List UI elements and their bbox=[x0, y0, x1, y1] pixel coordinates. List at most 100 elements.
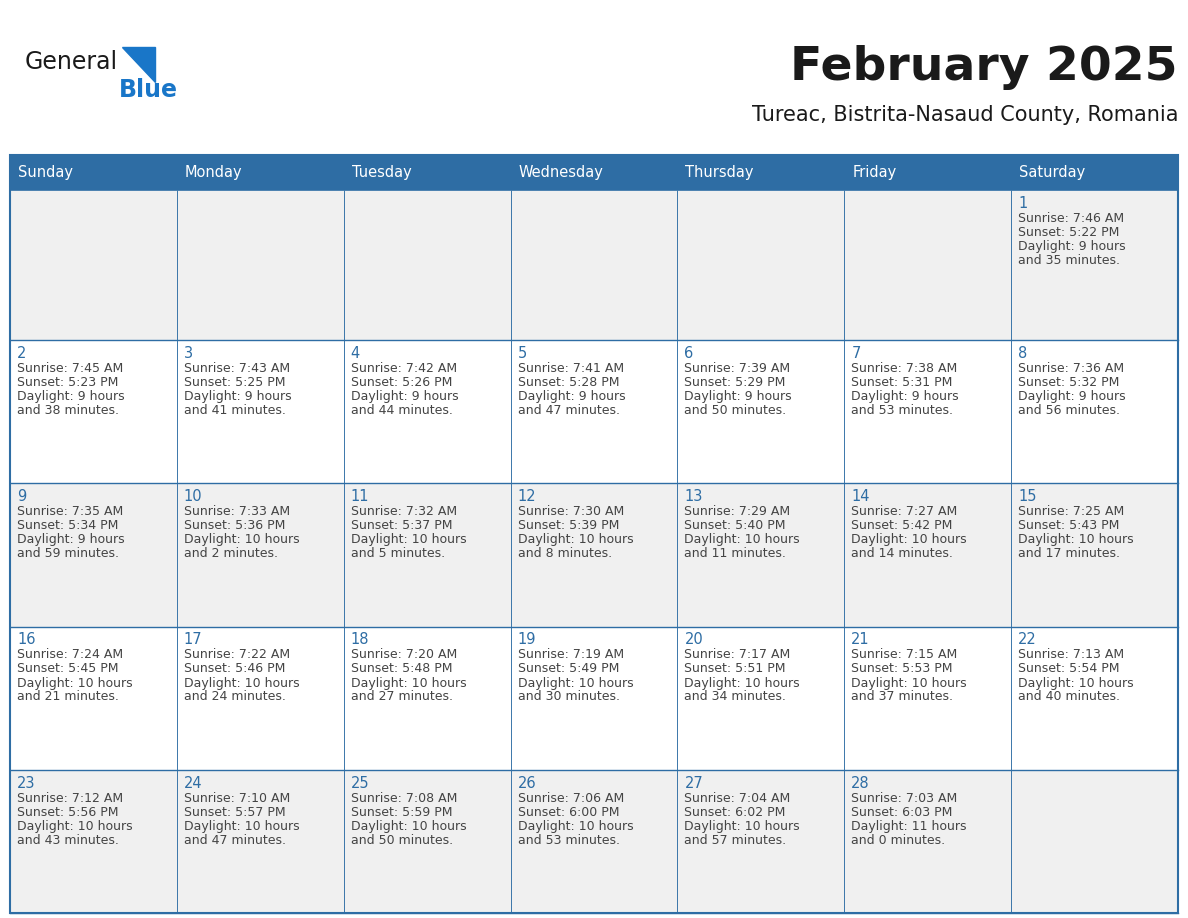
Text: Sunset: 5:23 PM: Sunset: 5:23 PM bbox=[17, 376, 119, 389]
Text: Daylight: 10 hours: Daylight: 10 hours bbox=[1018, 533, 1133, 546]
Text: and 41 minutes.: and 41 minutes. bbox=[184, 404, 286, 417]
Text: 24: 24 bbox=[184, 776, 202, 790]
Bar bbox=[1011, 340, 1178, 483]
Text: and 37 minutes.: and 37 minutes. bbox=[852, 690, 953, 703]
Text: Sunset: 5:36 PM: Sunset: 5:36 PM bbox=[184, 520, 285, 532]
Text: Daylight: 10 hours: Daylight: 10 hours bbox=[518, 677, 633, 689]
Text: Sunrise: 7:36 AM: Sunrise: 7:36 AM bbox=[1018, 362, 1124, 375]
Text: 10: 10 bbox=[184, 489, 202, 504]
Text: Tureac, Bistrita-Nasaud County, Romania: Tureac, Bistrita-Nasaud County, Romania bbox=[752, 105, 1178, 125]
Bar bbox=[677, 483, 845, 626]
Text: 19: 19 bbox=[518, 633, 536, 647]
Text: Daylight: 10 hours: Daylight: 10 hours bbox=[852, 533, 967, 546]
Bar bbox=[343, 770, 511, 913]
Text: Daylight: 10 hours: Daylight: 10 hours bbox=[518, 820, 633, 833]
Text: Daylight: 10 hours: Daylight: 10 hours bbox=[684, 533, 800, 546]
Text: Daylight: 9 hours: Daylight: 9 hours bbox=[350, 390, 459, 403]
Text: and 44 minutes.: and 44 minutes. bbox=[350, 404, 453, 417]
Text: 26: 26 bbox=[518, 776, 536, 790]
Text: 11: 11 bbox=[350, 489, 369, 504]
Text: Sunset: 5:29 PM: Sunset: 5:29 PM bbox=[684, 376, 785, 389]
Text: Sunrise: 7:27 AM: Sunrise: 7:27 AM bbox=[852, 505, 958, 519]
Bar bbox=[10, 340, 177, 483]
Bar bbox=[677, 770, 845, 913]
Text: Sunrise: 7:29 AM: Sunrise: 7:29 AM bbox=[684, 505, 790, 519]
Text: and 40 minutes.: and 40 minutes. bbox=[1018, 690, 1120, 703]
Bar bbox=[177, 626, 343, 770]
Text: Daylight: 9 hours: Daylight: 9 hours bbox=[184, 390, 291, 403]
Bar bbox=[10, 155, 177, 190]
Text: Saturday: Saturday bbox=[1019, 165, 1086, 180]
Text: and 17 minutes.: and 17 minutes. bbox=[1018, 547, 1120, 560]
Bar bbox=[10, 155, 1178, 913]
Text: and 27 minutes.: and 27 minutes. bbox=[350, 690, 453, 703]
Text: and 56 minutes.: and 56 minutes. bbox=[1018, 404, 1120, 417]
Text: Sunrise: 7:30 AM: Sunrise: 7:30 AM bbox=[518, 505, 624, 519]
Text: Monday: Monday bbox=[185, 165, 242, 180]
Bar bbox=[677, 190, 845, 340]
Text: Sunset: 5:28 PM: Sunset: 5:28 PM bbox=[518, 376, 619, 389]
Bar bbox=[845, 155, 1011, 190]
Text: Sunset: 5:54 PM: Sunset: 5:54 PM bbox=[1018, 663, 1119, 676]
Bar bbox=[845, 483, 1011, 626]
Bar bbox=[177, 770, 343, 913]
Text: Friday: Friday bbox=[852, 165, 897, 180]
Bar bbox=[343, 340, 511, 483]
Text: Daylight: 9 hours: Daylight: 9 hours bbox=[1018, 390, 1126, 403]
Bar bbox=[177, 340, 343, 483]
Text: 13: 13 bbox=[684, 489, 703, 504]
Text: 15: 15 bbox=[1018, 489, 1037, 504]
Text: Sunrise: 7:13 AM: Sunrise: 7:13 AM bbox=[1018, 648, 1124, 662]
Text: Daylight: 10 hours: Daylight: 10 hours bbox=[1018, 677, 1133, 689]
Text: Sunset: 5:34 PM: Sunset: 5:34 PM bbox=[17, 520, 119, 532]
Text: 7: 7 bbox=[852, 346, 860, 361]
Text: 23: 23 bbox=[17, 776, 36, 790]
Text: Sunset: 5:25 PM: Sunset: 5:25 PM bbox=[184, 376, 285, 389]
Text: Sunrise: 7:41 AM: Sunrise: 7:41 AM bbox=[518, 362, 624, 375]
Text: 20: 20 bbox=[684, 633, 703, 647]
Text: and 35 minutes.: and 35 minutes. bbox=[1018, 254, 1120, 267]
Text: Sunset: 6:03 PM: Sunset: 6:03 PM bbox=[852, 806, 953, 819]
Text: Daylight: 9 hours: Daylight: 9 hours bbox=[1018, 240, 1126, 253]
Text: Daylight: 10 hours: Daylight: 10 hours bbox=[184, 533, 299, 546]
Bar bbox=[1011, 190, 1178, 340]
Text: Sunset: 5:48 PM: Sunset: 5:48 PM bbox=[350, 663, 453, 676]
Text: Sunset: 5:43 PM: Sunset: 5:43 PM bbox=[1018, 520, 1119, 532]
Text: Daylight: 10 hours: Daylight: 10 hours bbox=[17, 820, 133, 833]
Bar bbox=[511, 770, 677, 913]
Text: 1: 1 bbox=[1018, 196, 1028, 211]
Text: Tuesday: Tuesday bbox=[352, 165, 411, 180]
Bar bbox=[10, 626, 177, 770]
Text: 18: 18 bbox=[350, 633, 369, 647]
Text: Daylight: 10 hours: Daylight: 10 hours bbox=[684, 677, 800, 689]
Text: and 34 minutes.: and 34 minutes. bbox=[684, 690, 786, 703]
Text: Blue: Blue bbox=[119, 78, 177, 102]
Bar bbox=[10, 190, 177, 340]
Text: Sunset: 5:40 PM: Sunset: 5:40 PM bbox=[684, 520, 786, 532]
Text: Daylight: 9 hours: Daylight: 9 hours bbox=[17, 533, 125, 546]
Text: Sunset: 5:57 PM: Sunset: 5:57 PM bbox=[184, 806, 285, 819]
Text: Daylight: 10 hours: Daylight: 10 hours bbox=[350, 677, 467, 689]
Text: 22: 22 bbox=[1018, 633, 1037, 647]
Text: Daylight: 9 hours: Daylight: 9 hours bbox=[684, 390, 792, 403]
Text: 6: 6 bbox=[684, 346, 694, 361]
Text: Sunrise: 7:19 AM: Sunrise: 7:19 AM bbox=[518, 648, 624, 662]
Bar bbox=[511, 190, 677, 340]
Bar bbox=[177, 483, 343, 626]
Text: and 50 minutes.: and 50 minutes. bbox=[350, 834, 453, 846]
Text: Daylight: 10 hours: Daylight: 10 hours bbox=[684, 820, 800, 833]
Text: Sunset: 6:00 PM: Sunset: 6:00 PM bbox=[518, 806, 619, 819]
Text: Sunday: Sunday bbox=[18, 165, 72, 180]
Text: and 8 minutes.: and 8 minutes. bbox=[518, 547, 612, 560]
Bar bbox=[511, 626, 677, 770]
Text: Daylight: 10 hours: Daylight: 10 hours bbox=[184, 820, 299, 833]
Text: Sunset: 5:32 PM: Sunset: 5:32 PM bbox=[1018, 376, 1119, 389]
Text: Sunrise: 7:08 AM: Sunrise: 7:08 AM bbox=[350, 791, 457, 805]
Text: Sunset: 5:45 PM: Sunset: 5:45 PM bbox=[17, 663, 119, 676]
Text: Sunset: 5:37 PM: Sunset: 5:37 PM bbox=[350, 520, 453, 532]
Polygon shape bbox=[122, 47, 154, 82]
Text: Sunset: 5:56 PM: Sunset: 5:56 PM bbox=[17, 806, 119, 819]
Bar bbox=[845, 190, 1011, 340]
Text: Sunrise: 7:25 AM: Sunrise: 7:25 AM bbox=[1018, 505, 1124, 519]
Text: Daylight: 10 hours: Daylight: 10 hours bbox=[17, 677, 133, 689]
